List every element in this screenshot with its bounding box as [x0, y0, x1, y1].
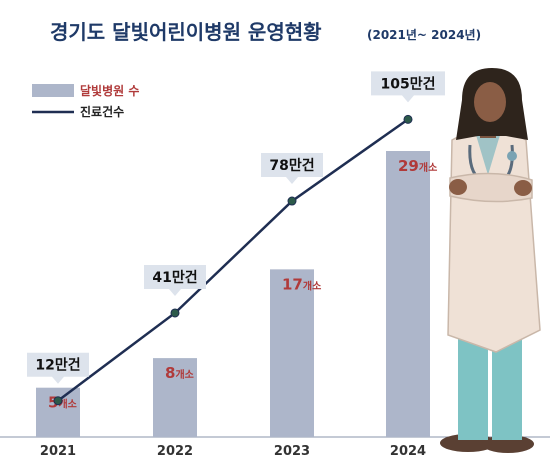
callout-bubble-2021 — [27, 352, 89, 384]
chart-subtitle: (2021년~ 2024년) — [367, 28, 481, 42]
bar-unit-label: 개소 — [58, 398, 76, 411]
callout-label-2022: 41만건 — [152, 269, 197, 286]
bar-series — [36, 151, 430, 437]
x-tick-2021: 2021 — [40, 444, 76, 459]
x-tick-2024: 2024 — [390, 444, 426, 459]
callout-label-2021: 12만건 — [35, 357, 80, 374]
line-point-2023 — [287, 196, 297, 206]
callout-label-2024: 105만건 — [381, 75, 436, 92]
callout-bubble-2024 — [371, 71, 445, 103]
bar-2024 — [386, 151, 430, 437]
line-point-2024 — [403, 114, 413, 124]
bar-2021 — [36, 387, 80, 437]
line-point-2022 — [170, 308, 180, 318]
bar-2023 — [270, 269, 314, 437]
x-tick-labels: 2021 2022 2023 2024 — [40, 444, 426, 459]
line-path — [57, 118, 409, 402]
callout-bubble-2023 — [261, 153, 323, 185]
legend-bar-label: 달빛병원 수 — [80, 83, 139, 98]
bar-value-label-2024: 29개소 — [398, 157, 437, 175]
line-value-callouts: 12만건 41만건 78만건 105만건 — [27, 71, 445, 384]
doctor-illustration — [440, 68, 541, 453]
bar-value-label-2023: 17개소 — [282, 275, 321, 293]
line-series — [53, 114, 413, 406]
legend-bar-swatch — [32, 84, 74, 97]
line-point-2021 — [53, 396, 63, 406]
callout-bubble-2022 — [144, 264, 206, 296]
x-tick-2023: 2023 — [274, 444, 310, 459]
bar-unit-label: 개소 — [419, 161, 437, 174]
callout-label-2023: 78만건 — [269, 157, 314, 174]
bar-unit-label: 개소 — [303, 279, 321, 292]
legend-line-label: 진료건수 — [80, 104, 124, 119]
chart-title: 경기도 달빛어린이병원 운영현황 — [50, 20, 322, 44]
bar-unit-label: 개소 — [175, 368, 193, 381]
bar-2022 — [153, 358, 197, 437]
x-tick-2022: 2022 — [157, 444, 193, 459]
